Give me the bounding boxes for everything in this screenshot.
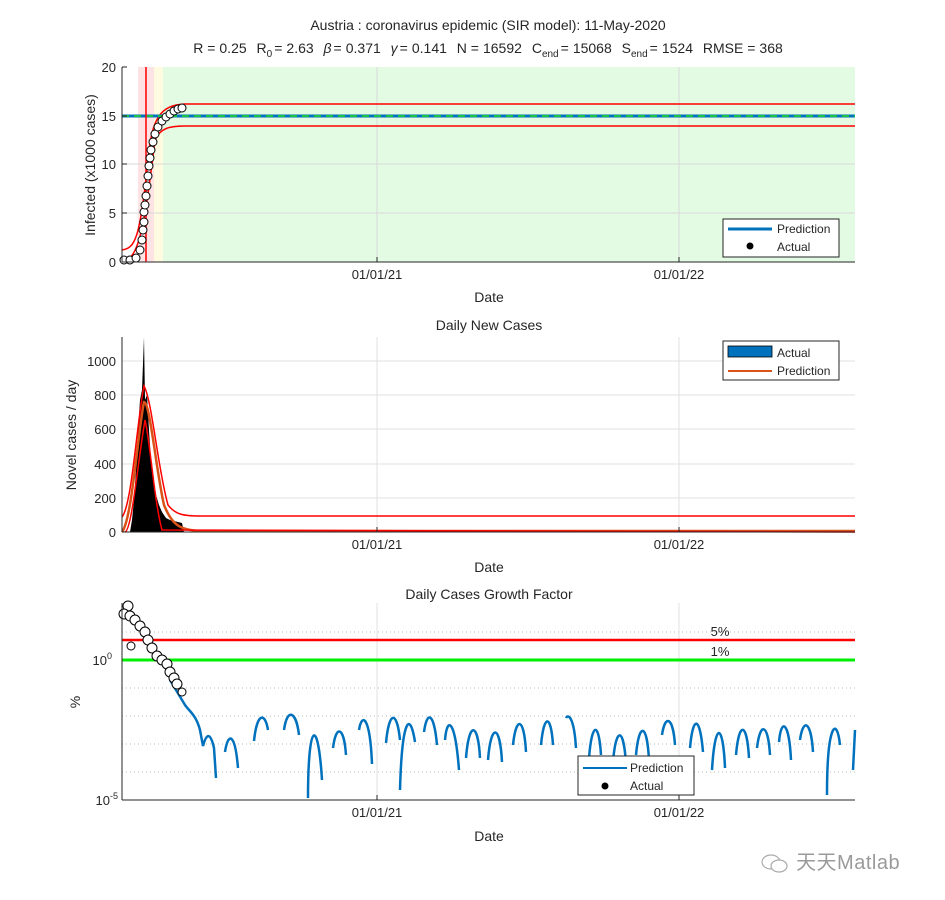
- ytick: 200: [94, 491, 116, 506]
- wechat-icon: [761, 854, 788, 873]
- panel-growth-factor: Daily Cases Growth Factor 5% 1%: [67, 586, 857, 844]
- y-axis-label: %: [67, 696, 83, 708]
- ytick: 0: [109, 255, 116, 270]
- xtick: 01/01/21: [352, 267, 403, 282]
- ytick: 400: [94, 457, 116, 472]
- upper-bound-line: [121, 383, 855, 518]
- xtick: 01/01/21: [352, 537, 403, 552]
- svg-text:Actual: Actual: [630, 779, 663, 793]
- panel-title: Daily New Cases: [436, 317, 543, 333]
- xtick: 01/01/21: [352, 805, 403, 820]
- ytick: 800: [94, 388, 116, 403]
- ytick: 5: [109, 206, 116, 221]
- xtick: 01/01/22: [654, 267, 705, 282]
- svg-text:Prediction: Prediction: [777, 364, 830, 378]
- x-axis-label: Date: [474, 828, 504, 844]
- ytick: 15: [102, 109, 116, 124]
- xtick: 01/01/22: [654, 537, 705, 552]
- model-parameters: R = 0.25 R0 = 2.63 β = 0.371 γ = 0.141 N = 16592…: [193, 40, 783, 60]
- panel-daily-new-cases: Daily New Cases 1000 800 600 400 200 0 0…: [63, 317, 856, 575]
- legend: Prediction Actual: [722, 218, 840, 258]
- y-axis-label: Infected (x1000 cases): [82, 94, 98, 236]
- ytick: 20: [102, 60, 116, 75]
- ytick: 10-5: [96, 791, 118, 808]
- legend: Actual Prediction: [722, 340, 840, 381]
- prediction-line: [120, 400, 855, 533]
- ytick: 600: [94, 422, 116, 437]
- ytick: 10: [102, 157, 116, 172]
- watermark: 天天Matlab: [760, 846, 900, 875]
- ytick: 100: [93, 651, 112, 668]
- x-axis-label: Date: [474, 559, 504, 575]
- svg-text:Prediction: Prediction: [777, 222, 830, 236]
- svg-text:Prediction: Prediction: [630, 761, 683, 775]
- x-axis-label: Date: [474, 289, 504, 305]
- label-5-percent: 5%: [711, 624, 730, 639]
- actual-points: [119, 103, 187, 265]
- svg-text:Actual: Actual: [777, 240, 810, 254]
- svg-text:Actual: Actual: [777, 346, 810, 360]
- ytick: 0: [109, 525, 116, 540]
- panel-infected: 20 15 10 5 0 01/01/21 01/01/22 Date Infe…: [82, 60, 855, 305]
- panel-title: Daily Cases Growth Factor: [405, 586, 573, 602]
- xtick: 01/01/22: [654, 805, 705, 820]
- y-axis-label: Novel cases / day: [63, 380, 79, 491]
- legend: Prediction Actual: [577, 755, 695, 796]
- actual-points: [118, 600, 187, 697]
- ytick: 1000: [87, 354, 116, 369]
- figure-title: Austria : coronavirus epidemic (SIR mode…: [310, 17, 666, 33]
- prediction-line: [168, 679, 857, 799]
- label-1-percent: 1%: [711, 644, 730, 659]
- lower-bound-line: [124, 419, 856, 533]
